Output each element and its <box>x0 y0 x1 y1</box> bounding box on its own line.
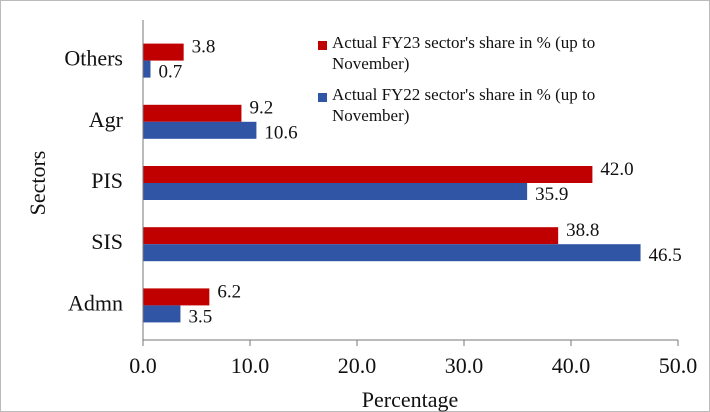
bar <box>143 227 559 245</box>
data-label: 9.2 <box>249 98 273 119</box>
legend-swatch <box>318 41 327 50</box>
y-axis-label: Sectors <box>25 151 50 216</box>
data-label: 46.5 <box>649 245 682 266</box>
bar <box>143 244 641 262</box>
x-tick-label: 10.0 <box>231 353 270 378</box>
y-tick-label: PIS <box>91 168 123 193</box>
bar <box>143 60 151 78</box>
bar <box>143 43 184 61</box>
data-label: 42.0 <box>600 159 633 180</box>
legend-swatch <box>318 93 327 102</box>
data-label: 35.9 <box>535 184 568 205</box>
x-axis-label: Percentage <box>362 387 459 412</box>
x-tick-label: 0.0 <box>129 353 157 378</box>
bar <box>143 305 181 323</box>
bar <box>143 166 593 183</box>
x-tick-label: 30.0 <box>445 353 484 378</box>
data-label: 3.8 <box>192 36 216 57</box>
x-tick-label: 40.0 <box>552 353 591 378</box>
bar <box>143 121 257 139</box>
data-label: 38.8 <box>566 220 599 241</box>
y-tick-label: SIS <box>91 229 123 254</box>
bar <box>143 288 210 306</box>
data-label: 10.6 <box>264 123 297 144</box>
legend-label: Actual FY22 sector's share in % (up to N… <box>332 85 596 125</box>
x-tick-label: 20.0 <box>338 353 377 378</box>
y-tick-label: Agr <box>89 107 124 132</box>
legend-label: Actual FY23 sector's share in % (up to N… <box>332 33 596 73</box>
data-label: 3.5 <box>188 306 212 327</box>
y-tick-label: Admn <box>68 290 123 315</box>
bar <box>143 183 528 200</box>
bar <box>143 104 242 122</box>
legend-entry: Actual FY23 sector's share in % (up to N… <box>332 33 596 73</box>
legend-entry: Actual FY22 sector's share in % (up to N… <box>332 85 596 125</box>
data-label: 6.2 <box>217 281 241 302</box>
x-tick-label: 50.0 <box>659 353 698 378</box>
y-tick-label: Others <box>64 46 123 71</box>
data-label: 0.7 <box>158 61 182 82</box>
